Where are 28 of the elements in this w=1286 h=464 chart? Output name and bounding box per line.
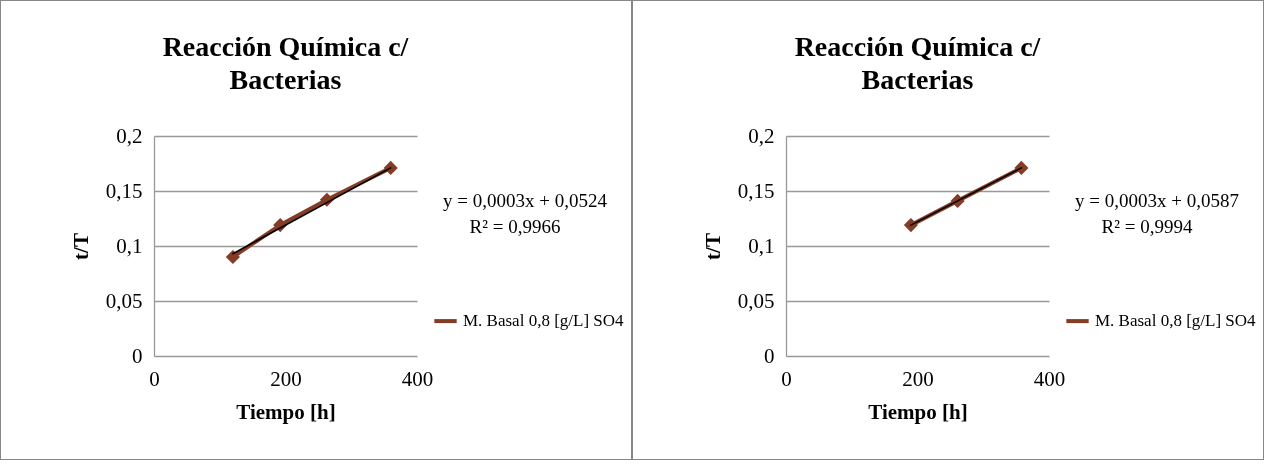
y-tick-label: 0,15 [737,178,775,203]
x-tick-label: 0 [149,366,160,391]
text: y = 0,0003x + 0,0587 [1075,190,1239,211]
x-tick-label: 400 [1033,366,1066,391]
y-tick-label: 0,05 [105,288,143,313]
y-tick-label: 0,2 [748,123,775,148]
text: R² = 0,9966 [469,216,561,237]
text: R² = 0,9994 [1101,216,1193,237]
y-axis-title: t/T [68,233,93,260]
x-tick-label: 400 [401,366,434,391]
x-tick-label: 200 [270,366,302,391]
x-tick-label: 0 [781,366,792,391]
x-tick-label: 200 [902,366,934,391]
text: y = 0,0003x + 0,0524 [443,190,608,211]
legend-label: M. Basal 0,8 [g/L] SO4 [463,311,625,331]
y-tick-label: 0 [132,343,143,368]
x-axis-title: Tiempo [h] [868,399,968,424]
y-tick-label: 0,1 [748,233,775,258]
y-tick-label: 0,2 [116,123,143,148]
y-axis-title: t/T [700,233,725,260]
chart-title: Reacción Química c/ Bacterias [794,31,1042,95]
legend-label: M. Basal 0,8 [g/L] SO4 [1095,311,1257,331]
x-axis-title: Tiempo [h] [236,399,336,424]
chart-title: Reacción Química c/ Bacterias [162,31,410,95]
y-tick-label: 0,1 [116,233,143,258]
y-tick-label: 0 [764,343,775,368]
y-tick-label: 0,05 [737,288,775,313]
y-tick-label: 0,15 [105,178,143,203]
